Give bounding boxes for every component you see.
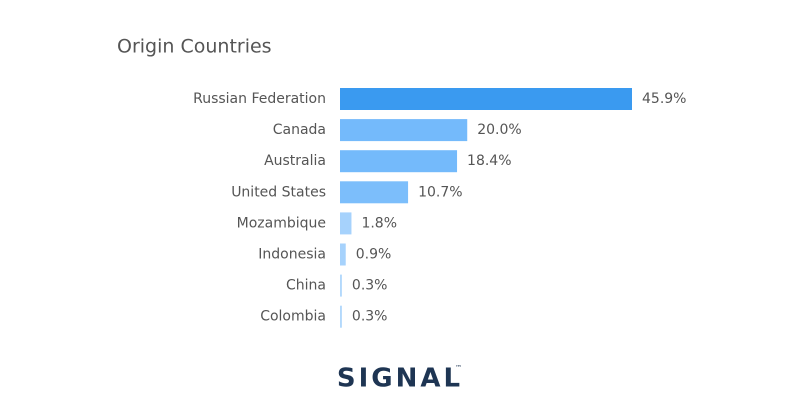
- chart-title: Origin Countries: [117, 36, 272, 58]
- category-label: Indonesia: [258, 247, 326, 263]
- trademark: ™: [455, 364, 462, 372]
- value-label: 0.3%: [352, 309, 388, 325]
- category-label: Mozambique: [237, 215, 326, 231]
- value-label: 18.4%: [467, 153, 511, 169]
- bar: [340, 150, 458, 173]
- value-label: 20.0%: [477, 122, 521, 138]
- bar: [340, 212, 352, 235]
- category-label: Australia: [264, 153, 326, 169]
- bar: [340, 119, 468, 142]
- value-label: 45.9%: [642, 91, 686, 107]
- value-label: 0.9%: [356, 247, 392, 263]
- bar: [340, 305, 342, 328]
- category-label: Colombia: [260, 309, 326, 325]
- value-label: 10.7%: [418, 184, 462, 200]
- category-label: United States: [231, 184, 326, 200]
- value-label: 1.8%: [361, 215, 397, 231]
- bar: [340, 181, 409, 204]
- bar: [340, 243, 346, 266]
- bar: [340, 88, 632, 110]
- value-label: 0.3%: [352, 278, 388, 294]
- category-label: China: [286, 278, 326, 294]
- category-label: Canada: [273, 122, 326, 138]
- category-label: Russian Federation: [193, 91, 326, 107]
- logo: SIGNAL: [337, 364, 463, 394]
- bar: [340, 274, 342, 297]
